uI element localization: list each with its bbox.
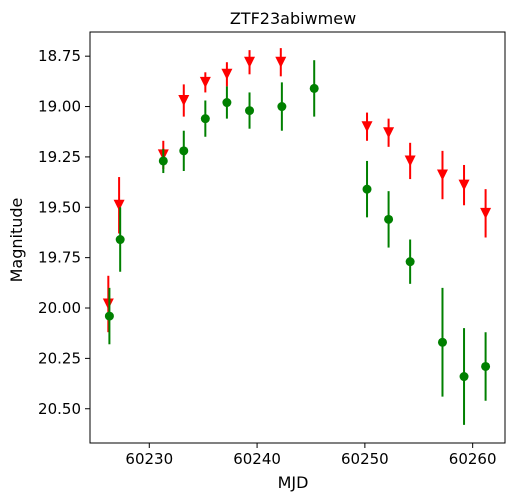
y-tick-label: 20.00 (38, 299, 81, 317)
y-tick-label: 19.50 (38, 198, 81, 216)
data-point (113, 199, 125, 211)
x-tick-label: 60260 (449, 450, 497, 468)
data-point (458, 179, 470, 191)
data-point (309, 83, 319, 93)
x-tick-label: 60250 (341, 450, 389, 468)
data-point (436, 169, 448, 181)
data-point (222, 98, 232, 108)
y-tick-label: 20.50 (38, 400, 81, 418)
data-point (384, 214, 394, 224)
data-point (102, 298, 114, 310)
data-point (361, 121, 373, 133)
data-point (437, 337, 447, 347)
data-point (481, 361, 491, 371)
data-point (158, 156, 168, 166)
plot-area (102, 48, 492, 425)
axes-frame (89, 31, 506, 444)
y-tick-label: 19.00 (38, 98, 81, 116)
y-tick-label: 19.25 (38, 148, 81, 166)
y-tick-label: 18.75 (38, 47, 81, 65)
data-point (405, 257, 415, 267)
data-point (245, 106, 255, 116)
data-point (459, 372, 469, 382)
x-axis: 60230 60240 60250 60260 (125, 443, 497, 468)
y-tick-label: 20.25 (38, 349, 81, 367)
chart-title: ZTF23abiwmew (230, 9, 356, 28)
data-point (275, 56, 287, 68)
data-point (199, 76, 211, 88)
series-triangle-down (102, 48, 492, 333)
x-tick-label: 60240 (233, 450, 281, 468)
data-point (104, 311, 114, 321)
y-tick-label: 19.75 (38, 249, 81, 267)
series-circle (104, 60, 491, 425)
data-point (480, 207, 492, 219)
x-tick-label: 60230 (125, 450, 173, 468)
data-point (179, 146, 189, 156)
data-point (383, 127, 395, 139)
y-axis-label: Magnitude (7, 198, 26, 283)
data-point (362, 184, 372, 194)
y-axis: 18.75 19.00 19.25 19.50 19.75 20.00 20.25 20.50 (38, 47, 90, 418)
data-point (115, 235, 125, 245)
data-point (221, 68, 233, 80)
data-point (277, 102, 287, 112)
x-axis-label: MJD (278, 473, 309, 492)
data-point (404, 155, 416, 167)
data-point (200, 114, 210, 124)
data-point (244, 56, 256, 68)
data-point (178, 95, 190, 106)
